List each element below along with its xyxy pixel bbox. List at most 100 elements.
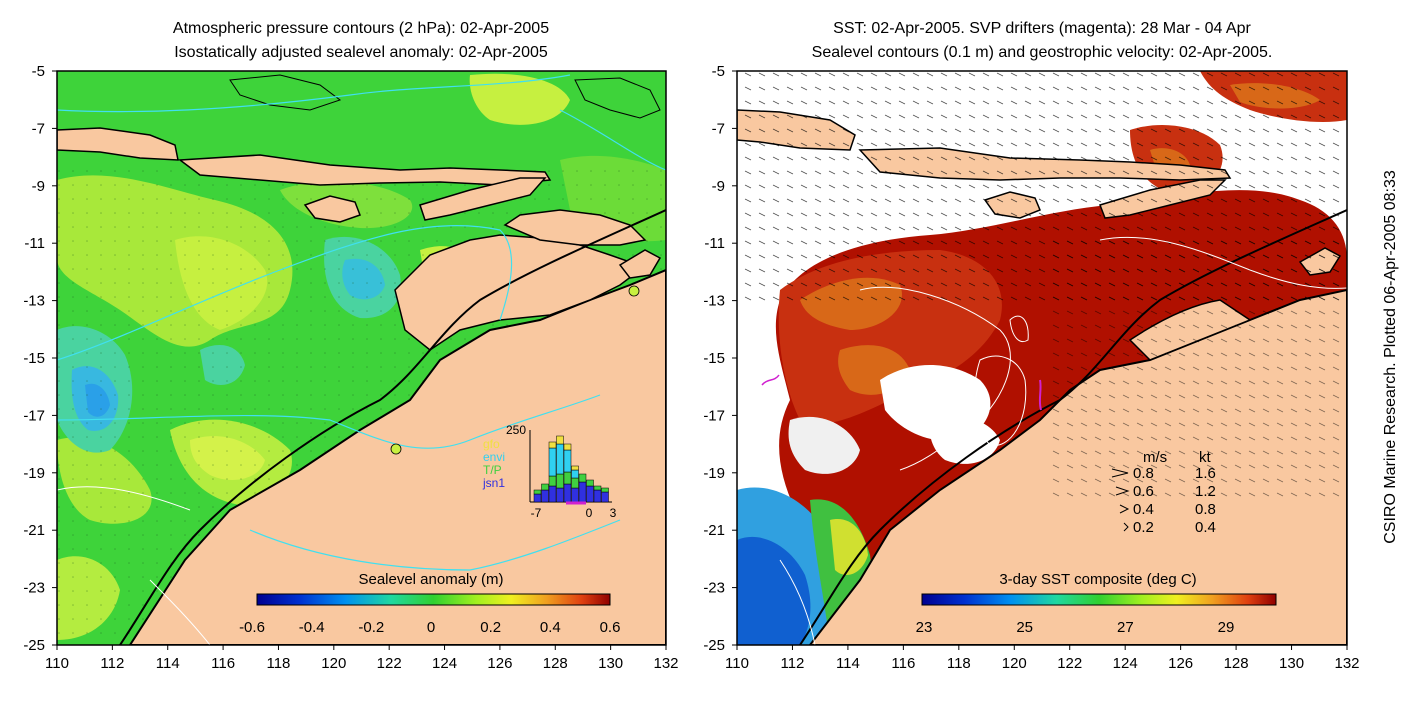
inset-bar-tp: [601, 487, 609, 493]
velocity-legend-header-kt: kt: [1199, 449, 1212, 466]
inset-legend-label: envi: [483, 450, 505, 464]
inset-legend-label: gfo: [483, 437, 500, 451]
right-y-tick-label: -5: [712, 63, 725, 80]
right-x-tick-label: 118: [947, 655, 971, 672]
left-y-tick-label: -15: [23, 350, 45, 367]
left-y-tick-label: -11: [24, 235, 45, 252]
left-x-tick-label: 110: [45, 655, 69, 672]
inset-legend-label: jsn1: [482, 476, 505, 490]
left-y-tick-label: -7: [32, 120, 45, 137]
inset-bar-jsn1: [601, 491, 609, 503]
right-title-line1: SST: 02-Apr-2005. SVP drifters (magenta)…: [833, 20, 1251, 37]
velocity-arrow: [1115, 486, 1130, 496]
inset-bar-tp: [571, 477, 579, 489]
left-x-tick-label: 112: [100, 655, 124, 672]
left-y-tick-label: -21: [23, 522, 45, 539]
left-title-line2: Isostatically adjusted sealevel anomaly:…: [174, 44, 548, 61]
inset-bar-tp: [586, 479, 594, 487]
right-x-tick-label: 124: [1113, 655, 1138, 672]
left-x-tick-label: 132: [653, 655, 678, 672]
velocity-legend: m/s kt0.8 1.60.6 1.20.4 0.80.2 0.4: [1111, 449, 1216, 536]
left-colorbar-ticks: -0.6 -0.4 -0.2 0 0.2 0.4 0.6: [239, 619, 620, 636]
velocity-arrow: [1111, 468, 1129, 478]
inset-bar-envi: [548, 447, 557, 477]
right-x-tick-label: 110: [725, 655, 749, 672]
left_panel-colorbar-tick-label: 0.4: [540, 619, 561, 636]
inset-bar-gfo: [571, 465, 579, 471]
inset-bar-jsn1: [541, 489, 549, 503]
right-y-tick-label: -19: [703, 465, 725, 482]
inset-bar-jsn1: [548, 485, 557, 503]
left-y-axis: -5 -7 -9 -11 -13 -15 -17 -19 -21 -23 -25: [23, 63, 57, 654]
side-caption: CSIRO Marine Research. Plotted 06-Apr-20…: [1382, 170, 1399, 544]
left-y-tick-label: -23: [23, 580, 45, 597]
left_panel-colorbar-tick-label: -0.6: [239, 619, 265, 636]
inset-x-label: -7: [531, 506, 542, 520]
inset-bar-tp: [593, 485, 602, 491]
right-y-tick-label: -17: [703, 407, 725, 424]
velocity-legend-kt: 0.4: [1195, 519, 1216, 536]
inset-bar-tp: [563, 471, 572, 485]
left-x-tick-label: 124: [432, 655, 457, 672]
inset-bar-tp: [541, 483, 549, 491]
left-x-tick-label: 128: [543, 655, 568, 672]
velocity-legend-ms: 0.2: [1133, 519, 1154, 536]
inset-bar-jsn1: [563, 483, 572, 503]
velocity-arrow: [1123, 522, 1129, 532]
left-x-tick-label: 116: [211, 655, 235, 672]
velocity-legend-ms: 0.8: [1133, 465, 1154, 482]
right-colorbar-label: 3-day SST composite (deg C): [999, 571, 1196, 588]
velocity-legend-ms: 0.6: [1133, 483, 1154, 500]
right-y-tick-label: -23: [703, 580, 725, 597]
left-x-tick-label: 114: [156, 655, 180, 672]
right-x-tick-label: 126: [1168, 655, 1193, 672]
left-colorbar: [256, 593, 611, 606]
left-y-tick-label: -25: [23, 637, 45, 654]
left-x-axis: 110 112 114 116 118 120 122 124 126 128 130 132: [45, 645, 679, 672]
right-colorbar-ticks: 23 25 27 29: [916, 619, 1235, 636]
inset-bar-tp: [578, 473, 587, 483]
left-x-tick-label: 118: [266, 655, 290, 672]
inset-bar-jsn1: [556, 487, 564, 503]
right-x-tick-label: 132: [1334, 655, 1359, 672]
velocity-arrow: [1119, 504, 1130, 514]
inset-bar-tp: [533, 489, 542, 495]
right-y-tick-label: -25: [703, 637, 725, 654]
left_panel-colorbar-tick-label: 0: [427, 619, 435, 636]
inset-legend-label: T/P: [483, 463, 502, 477]
left-y-tick-label: -5: [32, 63, 45, 80]
inset-bar-tp: [556, 473, 564, 489]
inset-x-label: 3: [610, 506, 617, 520]
right-map: [737, 71, 1347, 645]
right-y-tick-label: -11: [704, 235, 725, 252]
right-x-tick-label: 114: [836, 655, 860, 672]
right_panel-colorbar-tick-label: 27: [1117, 619, 1134, 636]
right-y-tick-label: -13: [703, 293, 725, 310]
right-x-tick-label: 116: [891, 655, 915, 672]
velocity-legend-kt: 0.8: [1195, 501, 1216, 518]
inset-bar-gfo: [556, 435, 564, 445]
inset-bar-tp: [548, 475, 557, 487]
right-x-tick-label: 122: [1057, 655, 1082, 672]
right-colorbar: [921, 593, 1277, 606]
left-x-tick-label: 130: [598, 655, 623, 672]
inset-bar-envi: [571, 469, 579, 479]
inset-bar-envi: [556, 443, 564, 475]
velocity-legend-kt: 1.2: [1195, 483, 1216, 500]
inset-bar-gfo: [563, 443, 572, 451]
velocity-legend-header-ms: m/s: [1143, 449, 1167, 466]
inset-bar-jsn1: [593, 489, 602, 503]
right-y-tick-label: -7: [712, 120, 725, 137]
left-x-tick-label: 122: [377, 655, 402, 672]
inset-x-label: 0: [586, 506, 593, 520]
right-x-tick-label: 130: [1279, 655, 1304, 672]
inset-bar-gfo: [548, 441, 557, 449]
right-x-axis: 110 112 114 116 118 120 122 124 126 128 130 132: [725, 645, 1360, 672]
left-x-tick-label: 120: [321, 655, 346, 672]
right-x-tick-label: 120: [1002, 655, 1027, 672]
left-x-tick-label: 126: [487, 655, 512, 672]
right-x-tick-label: 112: [780, 655, 804, 672]
inset-bar-jsn1: [533, 493, 542, 503]
